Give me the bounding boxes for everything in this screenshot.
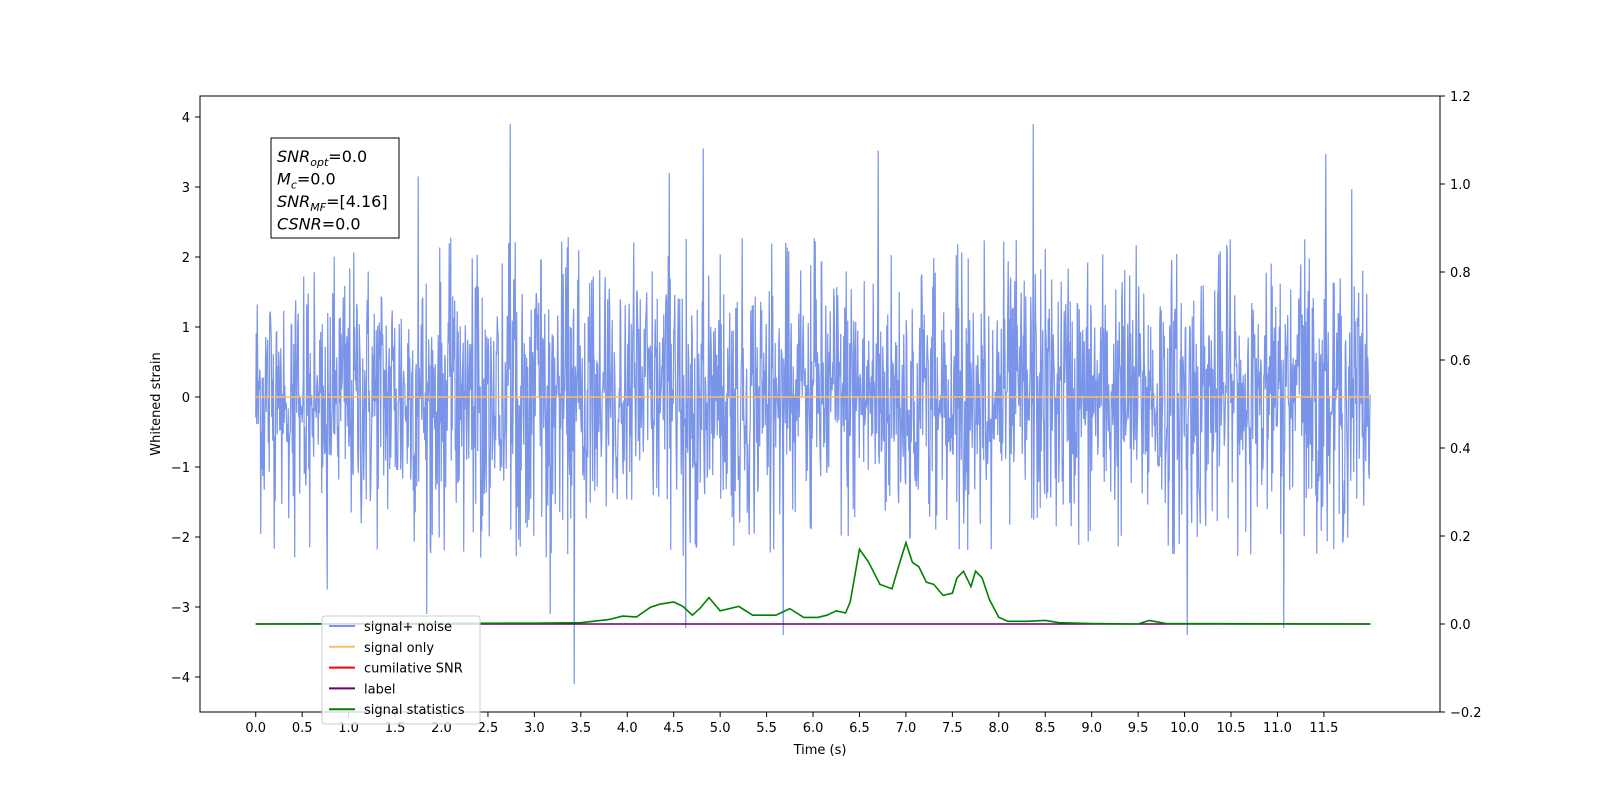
- annotation-line: CSNR=0.0: [277, 215, 361, 234]
- legend-entry: cumilative SNR: [364, 662, 463, 677]
- y2-tick-label: 0.4: [1450, 442, 1471, 457]
- annotation-value: =0.0: [322, 215, 361, 234]
- x-tick-label: 0.5: [292, 721, 313, 736]
- x-tick-label: 7.5: [942, 721, 963, 736]
- y-tick-label: 3: [182, 181, 190, 196]
- y-tick-label: −1: [171, 461, 190, 476]
- x-tick-label: 0.0: [245, 721, 266, 736]
- x-tick-label: 3.5: [570, 721, 591, 736]
- y-tick-label: 2: [182, 251, 190, 266]
- x-tick-label: 9.5: [1128, 721, 1149, 736]
- x-tick-label: 11.0: [1263, 721, 1292, 736]
- x-tick-label: 5.5: [756, 721, 777, 736]
- axes-frame: [199, 95, 1441, 713]
- y2-tick-label: 1.0: [1450, 178, 1471, 193]
- y2-tick-label: 0.6: [1450, 354, 1471, 369]
- x-axis-title: Time (s): [793, 743, 847, 758]
- x-tick-label: 3.0: [524, 721, 545, 736]
- legend-entry: label: [364, 682, 395, 697]
- y-tick-label: 0: [182, 391, 190, 406]
- x-tick-label: 10.0: [1170, 721, 1199, 736]
- annotation-symbol: CSNR: [277, 215, 322, 234]
- x-tick-label: 1.5: [385, 721, 406, 736]
- y2-tick-label: 0.8: [1450, 266, 1471, 281]
- y-tick-label: −2: [171, 531, 190, 546]
- annotation-line: Mc=0.0: [277, 170, 336, 192]
- legend-entry: signal+ noise: [364, 620, 452, 635]
- x-tick-label: 7.0: [896, 721, 917, 736]
- x-tick-label: 6.5: [849, 721, 870, 736]
- x-tick-label: 2.5: [478, 721, 499, 736]
- y-tick-label: −4: [171, 671, 190, 686]
- annotation-line: SNRMF=[4.16]: [277, 192, 388, 214]
- annotation-value: =0.0: [328, 147, 367, 166]
- series-signal-noise: [255, 123, 1371, 685]
- legend: signal+ noise signal only cumilative SNR la…: [321, 615, 481, 725]
- legend-frame: [321, 615, 481, 725]
- annotation-subscript: opt: [310, 156, 329, 169]
- annotation-subscript: MF: [310, 201, 326, 214]
- annotation-value: =[4.16]: [326, 192, 388, 211]
- legend-entry: signal only: [364, 641, 434, 656]
- y-tick-label: 4: [182, 111, 190, 126]
- y-axis-title: Whitened strain: [149, 352, 164, 455]
- annotation-frame: [270, 137, 400, 239]
- x-tick-label: 10.5: [1217, 721, 1246, 736]
- x-tick-label: 4.0: [617, 721, 638, 736]
- y-tick-label: −3: [171, 601, 190, 616]
- annotation-symbol: M: [277, 170, 291, 189]
- x-tick-label: 2.0: [431, 721, 452, 736]
- series-signal-statistics: [255, 539, 1371, 625]
- x-tick-label: 5.0: [710, 721, 731, 736]
- y2-tick-label: 0.2: [1450, 530, 1471, 545]
- x-tick-label: 9.0: [1081, 721, 1102, 736]
- y-tick-label: 1: [182, 321, 190, 336]
- annotation-symbol: SNR: [277, 147, 310, 166]
- x-tick-label: 4.5: [663, 721, 684, 736]
- x-tick-label: 6.0: [803, 721, 824, 736]
- axes: 0.0 0.5 1.0 1.5 2.0 2.5 3.0 3.5 4.0 4.5 5.0 5.5 6.0 6…: [171, 90, 1482, 736]
- annotation-value: =0.0: [297, 170, 336, 189]
- x-tick-label: 8.5: [1035, 721, 1056, 736]
- annotation-symbol: SNR: [277, 192, 310, 211]
- y2-tick-label: 0.0: [1450, 618, 1471, 633]
- x-tick-label: 1.0: [338, 721, 359, 736]
- y2-tick-label: −0.2: [1450, 706, 1482, 721]
- y2-tick-label: 1.2: [1450, 90, 1471, 105]
- annotation-line: SNRopt=0.0: [277, 147, 367, 169]
- x-tick-label: 11.5: [1309, 721, 1338, 736]
- legend-entry: signal statistics: [364, 703, 465, 718]
- x-tick-label: 8.0: [988, 721, 1009, 736]
- annotation-subscript: c: [291, 179, 297, 192]
